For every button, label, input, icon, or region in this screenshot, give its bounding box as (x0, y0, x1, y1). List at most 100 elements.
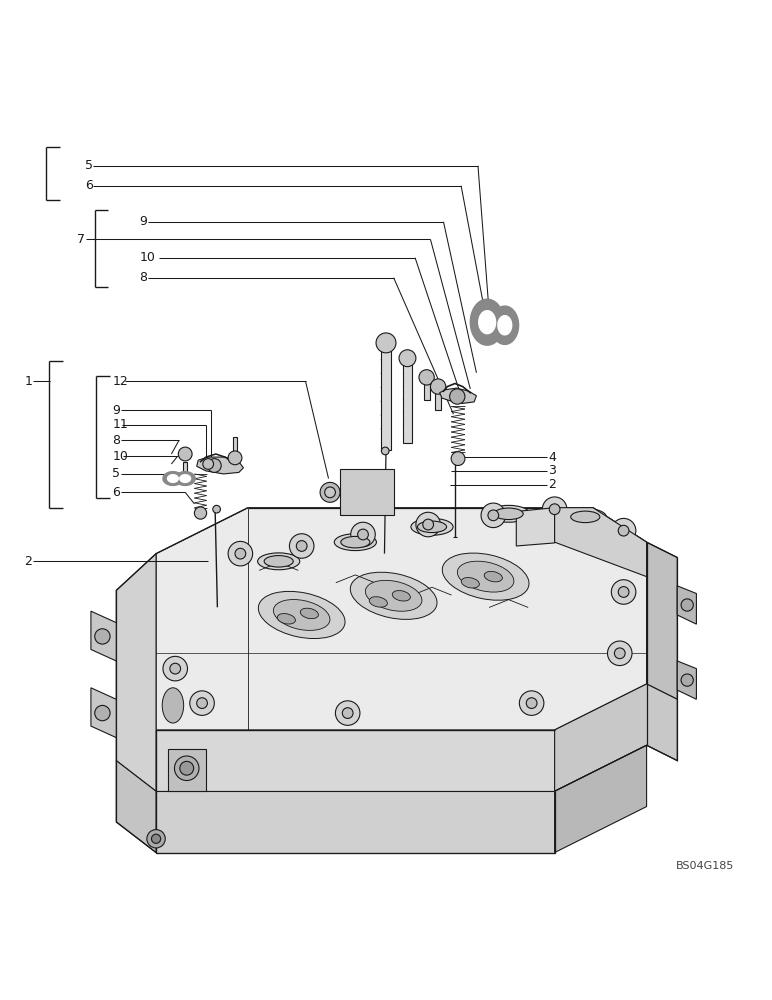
Text: 10: 10 (139, 251, 155, 264)
Polygon shape (554, 508, 647, 577)
Circle shape (520, 691, 544, 715)
Circle shape (95, 629, 110, 644)
Polygon shape (197, 457, 243, 474)
Circle shape (449, 389, 465, 404)
Circle shape (618, 525, 629, 536)
Bar (168, 749, 206, 791)
Polygon shape (156, 508, 647, 730)
Circle shape (543, 497, 567, 521)
Polygon shape (677, 586, 696, 624)
Bar (232, 437, 237, 458)
Circle shape (325, 487, 335, 498)
Circle shape (399, 350, 416, 367)
Circle shape (527, 698, 537, 708)
Text: 4: 4 (548, 451, 557, 464)
Bar (424, 377, 430, 400)
Polygon shape (439, 388, 476, 403)
Circle shape (190, 691, 215, 715)
Circle shape (147, 830, 165, 848)
Text: 9: 9 (113, 404, 120, 417)
Circle shape (197, 698, 208, 708)
Polygon shape (163, 472, 183, 485)
Circle shape (615, 648, 625, 659)
Bar (340, 469, 394, 515)
Polygon shape (175, 472, 195, 485)
Circle shape (296, 541, 307, 551)
Circle shape (208, 459, 222, 472)
Polygon shape (647, 542, 677, 699)
Circle shape (290, 534, 314, 558)
Polygon shape (117, 761, 156, 853)
Polygon shape (91, 611, 117, 661)
Circle shape (335, 701, 360, 725)
Ellipse shape (457, 561, 514, 592)
Circle shape (203, 459, 214, 469)
Polygon shape (554, 684, 677, 791)
Bar (381, 343, 391, 450)
Circle shape (178, 447, 192, 461)
Text: 11: 11 (113, 418, 128, 431)
Circle shape (488, 510, 499, 521)
Text: 5: 5 (113, 467, 120, 480)
Circle shape (416, 512, 440, 537)
Polygon shape (180, 475, 191, 482)
Circle shape (195, 507, 207, 519)
Ellipse shape (571, 511, 600, 523)
Ellipse shape (264, 556, 293, 567)
Circle shape (163, 656, 188, 681)
Polygon shape (91, 688, 117, 738)
Bar (403, 358, 412, 443)
Ellipse shape (564, 508, 606, 525)
Text: 10: 10 (113, 450, 128, 463)
Polygon shape (498, 316, 512, 335)
Circle shape (381, 447, 389, 455)
Circle shape (170, 663, 181, 674)
Polygon shape (156, 791, 554, 853)
Circle shape (213, 505, 221, 513)
Circle shape (549, 504, 560, 515)
Polygon shape (156, 730, 554, 791)
Circle shape (423, 519, 434, 530)
Ellipse shape (162, 688, 184, 723)
Circle shape (95, 705, 110, 721)
Ellipse shape (259, 591, 345, 639)
Circle shape (228, 451, 242, 465)
Circle shape (681, 674, 693, 686)
Circle shape (431, 379, 445, 394)
Circle shape (481, 503, 506, 528)
Circle shape (342, 708, 353, 718)
Circle shape (376, 333, 396, 353)
Text: 5: 5 (85, 159, 93, 172)
Text: 2: 2 (24, 555, 32, 568)
Circle shape (350, 522, 375, 547)
Ellipse shape (411, 518, 453, 535)
Circle shape (419, 370, 435, 385)
Circle shape (611, 518, 636, 543)
Polygon shape (479, 311, 496, 334)
Polygon shape (516, 508, 554, 546)
Text: 6: 6 (113, 486, 120, 499)
Text: 6: 6 (85, 179, 93, 192)
Ellipse shape (300, 608, 318, 619)
Circle shape (451, 452, 465, 466)
Circle shape (608, 641, 632, 666)
Text: 12: 12 (113, 375, 128, 388)
Circle shape (180, 761, 194, 775)
Ellipse shape (334, 534, 377, 551)
Ellipse shape (340, 536, 370, 548)
Ellipse shape (484, 571, 503, 582)
Circle shape (681, 599, 693, 611)
Ellipse shape (461, 578, 479, 588)
Text: 3: 3 (548, 464, 557, 477)
Ellipse shape (369, 597, 388, 607)
Bar (183, 462, 188, 483)
Bar (435, 387, 441, 410)
Ellipse shape (418, 521, 446, 533)
Ellipse shape (442, 553, 529, 600)
Text: 2: 2 (548, 478, 557, 491)
Circle shape (618, 587, 629, 597)
Text: 7: 7 (77, 233, 85, 246)
Text: 1: 1 (24, 375, 32, 388)
Ellipse shape (494, 508, 523, 520)
Circle shape (357, 529, 368, 540)
